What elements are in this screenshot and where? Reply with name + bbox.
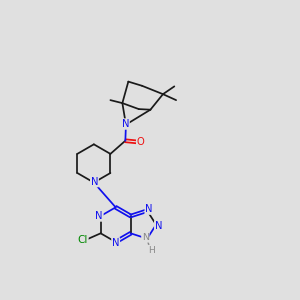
Text: N: N <box>155 221 162 231</box>
Text: N: N <box>112 238 119 248</box>
Text: N: N <box>91 177 98 187</box>
Text: H: H <box>148 245 155 254</box>
Text: N: N <box>95 211 103 221</box>
Text: N: N <box>145 204 153 214</box>
Text: N: N <box>122 119 129 129</box>
Text: Cl: Cl <box>78 235 88 245</box>
Text: O: O <box>137 137 144 147</box>
Text: N: N <box>142 233 149 242</box>
